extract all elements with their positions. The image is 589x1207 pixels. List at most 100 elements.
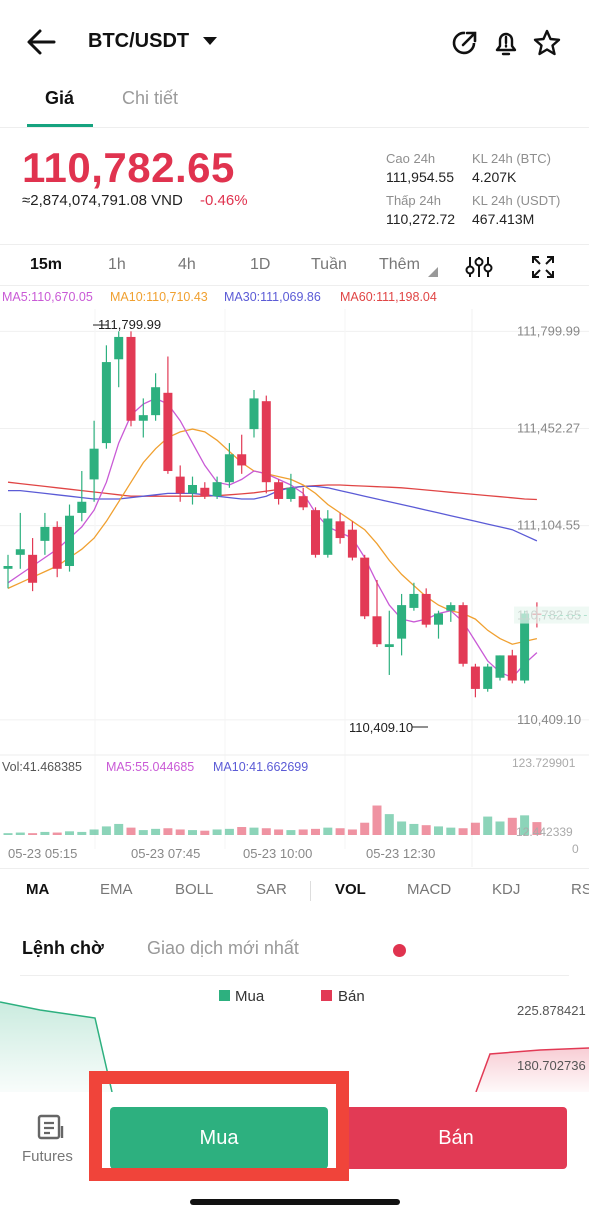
last-price: 110,782.65 [22,144,235,191]
volume-bar [311,828,320,835]
volume-bars [3,805,542,835]
candlestick-chart[interactable]: MA5:110,670.05 MA10:110,710.43 MA30:111,… [0,287,589,867]
share-icon[interactable] [450,28,480,58]
interval-1h[interactable]: 1h [108,256,126,273]
tab-pending-orders[interactable]: Lệnh chờ [22,938,104,958]
legend-sell-label: Bán [338,988,365,1005]
y-tick-label: 111,452.27 [517,420,580,435]
interval-more[interactable]: Thêm [379,256,420,273]
back-arrow-icon[interactable] [24,26,60,58]
candles [3,331,542,698]
tab-latest-trades[interactable]: Giao dịch mới nhất [147,938,299,958]
volume-bar [495,821,505,835]
indicator-ma[interactable]: MA [26,881,50,898]
volume-bar [397,821,407,835]
volume-legend-ma10: MA10:41.662699 [213,760,308,774]
candle-body [286,487,296,499]
sell-button[interactable]: Bán [345,1107,567,1169]
indicator-settings-icon[interactable] [465,255,493,279]
candle-body [409,593,419,608]
change-percent: -0.46% [200,192,248,209]
buy-button[interactable]: Mua [110,1107,328,1169]
volume-bar [446,827,456,835]
volume-tick-zero: 0 [572,842,579,856]
indicator-tabs: MA EMA BOLL SAR VOL MACD KDJ RS [0,868,589,912]
ma30-legend: MA30:111,069.86 [224,290,321,304]
live-indicator-dot [393,944,406,957]
tab-details[interactable]: Chi tiết [122,88,179,108]
candle-body [434,613,443,625]
caret-down-icon[interactable] [203,37,217,45]
indicator-divider [310,881,311,901]
price-chart[interactable]: MA5:110,670.05 MA10:110,710.43 MA30:111,… [0,287,589,867]
price-alert-icon[interactable] [491,28,521,58]
futures-label[interactable]: Futures [22,1148,73,1165]
volume-bar [286,830,296,835]
candle-body [323,518,333,555]
volume-bar [3,833,13,835]
indicator-rsi[interactable]: RS [571,881,589,898]
ma60-line [7,481,537,501]
depth-sell-line [475,1047,589,1093]
last-price-tag [514,606,589,624]
candle-body [261,401,271,483]
interval-bar: 15m 1h 4h 1D Tuần Thêm [0,244,589,286]
ma5-legend: MA5:110,670.05 [2,290,93,304]
candle-body [458,605,468,664]
buy-button-highlight [89,1071,349,1181]
volume-legend-vol: Vol:41.468385 [2,760,82,774]
volume-bar [274,829,284,835]
interval-4h[interactable]: 4h [178,256,196,273]
orders-tab-divider [20,975,569,976]
indicator-vol[interactable]: VOL [335,881,366,898]
volume-tick-mid: 12.442339 [516,825,573,839]
candle-body [28,554,38,583]
candle-body [101,362,111,444]
depth-chart: Mua Bán 225.878421 180.702736 [0,980,589,1093]
high-24h-label: Cao 24h [386,151,436,166]
candle-body [470,666,480,689]
pair-selector[interactable]: BTC/USDT [88,30,190,52]
volume-bar [249,827,259,835]
candle-body [77,501,87,513]
y-tick-label: 111,799.99 [517,323,580,338]
candle-body [138,415,148,421]
indicator-ema[interactable]: EMA [100,881,133,898]
candle-body [446,605,456,611]
star-icon[interactable] [532,28,562,58]
volume-bar [224,828,234,835]
volume-bar [52,832,62,835]
candle-body [311,510,320,555]
volume-bar [163,828,173,835]
x-tick-label: 05-23 12:30 [366,846,435,861]
candle-body [520,613,530,681]
volume-bar [15,832,25,835]
interval-1d[interactable]: 1D [250,256,271,273]
candle-body [237,454,247,466]
orders-tabs: Lệnh chờ Giao dịch mới nhất [0,926,589,976]
interval-week[interactable]: Tuần [311,256,347,273]
x-tick-label: 05-23 10:00 [243,846,312,861]
low-24h-label: Thấp 24h [386,193,441,208]
candle-body [200,487,210,497]
indicator-macd[interactable]: MACD [407,881,452,898]
volume-bar [89,829,99,835]
indicator-sar[interactable]: SAR [256,881,287,898]
interval-15m[interactable]: 15m [30,256,63,273]
candle-body [483,666,493,689]
volume-bar [507,817,517,835]
indicator-kdj[interactable]: KDJ [492,881,521,898]
chart-grid [0,309,589,867]
high-marker-label: 111,799.99 [98,317,161,332]
candle-body [372,616,382,645]
x-tick-label: 05-23 07:45 [131,846,200,861]
futures-icon[interactable] [20,1110,84,1170]
candle-body [421,593,431,625]
tab-price[interactable]: Giá [45,88,75,108]
depth-chart-svg: Mua Bán 225.878421 180.702736 [0,988,589,1093]
home-indicator [190,1199,400,1205]
indicator-boll[interactable]: BOLL [175,881,214,898]
fullscreen-icon[interactable] [531,255,555,279]
candle-body [114,336,124,360]
volume-bar [188,830,197,835]
